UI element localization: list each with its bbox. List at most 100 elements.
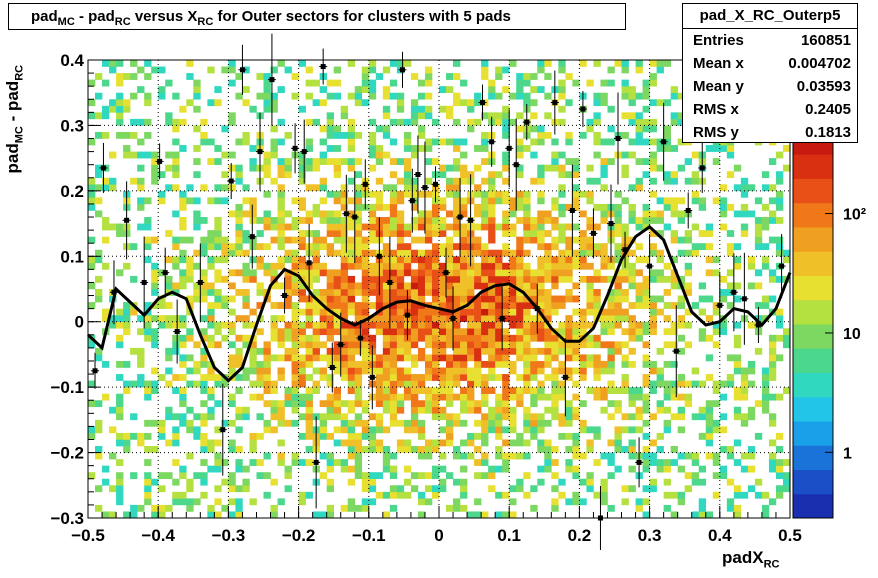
heatmap-cell bbox=[172, 151, 180, 159]
heatmap-cell bbox=[179, 197, 187, 205]
heatmap-cell bbox=[488, 203, 496, 211]
heatmap-cell bbox=[200, 315, 208, 323]
heatmap-cell bbox=[228, 282, 236, 290]
heatmap-cell bbox=[333, 230, 342, 237]
heatmap-cell bbox=[565, 269, 573, 277]
heatmap-cell bbox=[144, 243, 152, 251]
heatmap-cell bbox=[305, 354, 313, 362]
heatmap-cell bbox=[88, 400, 96, 408]
heatmap-cell bbox=[172, 387, 180, 394]
heatmap-cell bbox=[179, 419, 187, 427]
heatmap-cell bbox=[586, 308, 594, 316]
heatmap-cell bbox=[354, 171, 363, 179]
heatmap-cell bbox=[474, 92, 482, 100]
heatmap-cell bbox=[565, 223, 573, 231]
heatmap-cell bbox=[621, 79, 629, 87]
heatmap-cell bbox=[319, 99, 327, 107]
heatmap-cell bbox=[347, 426, 356, 434]
heatmap-cell bbox=[558, 321, 566, 329]
heatmap-cell bbox=[775, 321, 784, 329]
heatmap-cell bbox=[172, 347, 180, 355]
heatmap-cell bbox=[600, 99, 608, 107]
heatmap-cell bbox=[600, 491, 608, 499]
heatmap-cell bbox=[179, 145, 187, 152]
heatmap-cell bbox=[579, 328, 587, 336]
heatmap-cell bbox=[116, 118, 124, 126]
heatmap-cell bbox=[137, 374, 145, 381]
heatmap-cell bbox=[326, 112, 334, 120]
heatmap-cell bbox=[102, 393, 110, 401]
heatmap-cell bbox=[305, 400, 313, 408]
heatmap-cell bbox=[284, 321, 292, 329]
heatmap-cell bbox=[733, 360, 742, 368]
heatmap-cell bbox=[417, 289, 426, 296]
heatmap-cell bbox=[102, 315, 110, 323]
heatmap-cell bbox=[621, 86, 629, 94]
heatmap-cell bbox=[347, 354, 356, 362]
heatmap-cell bbox=[298, 413, 306, 421]
heatmap-cell bbox=[719, 223, 728, 231]
heatmap-cell bbox=[712, 419, 721, 427]
heatmap-cell bbox=[516, 217, 524, 224]
heatmap-cell bbox=[298, 341, 306, 349]
heatmap-cell bbox=[235, 236, 243, 244]
heatmap-cell bbox=[95, 419, 103, 427]
heatmap-cell bbox=[249, 243, 257, 251]
heatmap-cell bbox=[621, 66, 629, 74]
heatmap-cell bbox=[326, 504, 334, 512]
y-tick-label: 0.3 bbox=[60, 116, 84, 135]
heatmap-cell bbox=[558, 236, 566, 244]
heatmap-cell bbox=[242, 86, 250, 94]
heatmap-cell bbox=[635, 406, 643, 414]
heatmap-cell bbox=[488, 334, 496, 342]
heatmap-cell bbox=[389, 491, 398, 499]
heatmap-cell bbox=[172, 315, 180, 323]
profile-point bbox=[282, 293, 288, 299]
heatmap-cell bbox=[368, 118, 377, 126]
heatmap-cell bbox=[649, 125, 657, 133]
heatmap-cell bbox=[361, 282, 370, 290]
heatmap-cell bbox=[354, 315, 363, 323]
heatmap-cell bbox=[312, 380, 320, 388]
heatmap-cell bbox=[144, 380, 152, 388]
profile-point bbox=[100, 165, 106, 171]
heatmap-cell bbox=[214, 459, 222, 466]
heatmap-cell bbox=[754, 282, 763, 290]
heatmap-cell bbox=[214, 374, 222, 381]
heatmap-cell bbox=[179, 393, 187, 401]
heatmap-cell bbox=[572, 367, 580, 375]
heatmap-cell bbox=[95, 275, 103, 283]
heatmap-cell bbox=[453, 275, 461, 283]
heatmap-cell bbox=[354, 367, 363, 375]
heatmap-cell bbox=[488, 413, 496, 421]
heatmap-cell bbox=[130, 308, 138, 316]
heatmap-cell bbox=[502, 164, 510, 172]
heatmap-cell bbox=[579, 360, 587, 368]
heatmap-cell bbox=[158, 86, 166, 94]
heatmap-cell bbox=[389, 289, 398, 296]
heatmap-cell bbox=[382, 308, 391, 316]
heatmap-cell bbox=[593, 151, 601, 159]
heatmap-cell bbox=[263, 190, 271, 198]
heatmap-cell bbox=[151, 419, 159, 427]
heatmap-cell bbox=[740, 184, 749, 192]
heatmap-cell bbox=[102, 79, 110, 87]
heatmap-cell bbox=[733, 406, 742, 414]
heatmap-cell bbox=[319, 210, 327, 218]
heatmap-cell bbox=[705, 269, 714, 277]
heatmap-cell bbox=[614, 315, 622, 323]
heatmap-cell bbox=[642, 158, 650, 165]
heatmap-cell bbox=[270, 511, 278, 519]
heatmap-cell bbox=[684, 308, 693, 316]
heatmap-cell bbox=[544, 374, 552, 381]
heatmap-cell bbox=[481, 112, 489, 120]
heatmap-cell bbox=[572, 354, 580, 362]
heatmap-cell bbox=[200, 374, 208, 381]
heatmap-cell bbox=[768, 498, 777, 506]
heatmap-cell bbox=[453, 73, 461, 80]
heatmap-cell bbox=[431, 158, 440, 165]
heatmap-cell bbox=[691, 380, 700, 388]
heatmap-cell bbox=[179, 491, 187, 499]
heatmap-cell bbox=[270, 177, 278, 185]
heatmap-cell bbox=[607, 302, 615, 309]
